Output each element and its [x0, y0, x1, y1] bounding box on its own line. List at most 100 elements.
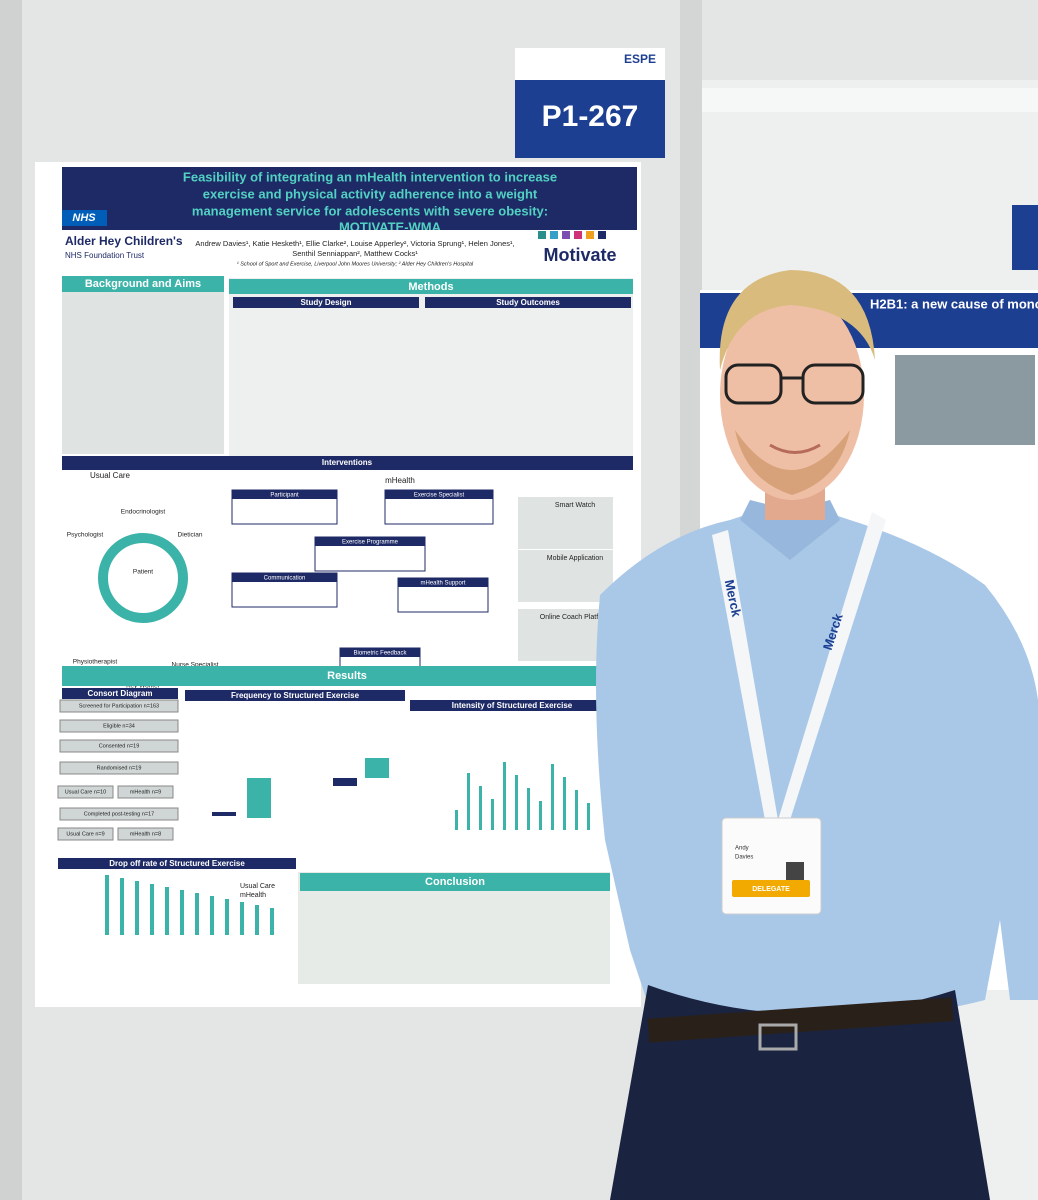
panel [62, 276, 224, 454]
sub-header [233, 297, 419, 308]
consort-box [57, 827, 114, 841]
glasses [801, 363, 865, 405]
chart-bar [503, 762, 506, 830]
consort-box [117, 827, 174, 841]
badge-role: DELEGATE [752, 886, 790, 893]
authors: Senthil Senniappan², Matthew Cocks¹ [292, 249, 418, 258]
sub-header [62, 688, 178, 699]
section-title: Methods [408, 281, 453, 293]
legend: Usual Care [240, 883, 275, 890]
sub-title: Study Outcomes [496, 298, 560, 307]
chart-bar [195, 893, 199, 935]
neighbor-rail [702, 88, 1038, 112]
pole [0, 0, 22, 1200]
logo-square [550, 231, 558, 239]
lanyard [712, 530, 778, 820]
care-role: Patient [133, 569, 153, 576]
chart-bar [240, 902, 244, 935]
consort-step: mHealth n=9 [130, 789, 161, 795]
section-header [62, 456, 633, 470]
side-box [518, 550, 613, 602]
badge-name: Davies [735, 855, 753, 861]
side-box-title: Mobile Application [547, 555, 604, 562]
flow-box-header [340, 648, 420, 657]
belt [647, 997, 954, 1043]
side-box-title: Smart Watch [555, 502, 595, 509]
chart-bar [165, 887, 169, 935]
chart-bar [563, 777, 566, 830]
chart-bar [467, 773, 470, 830]
chart-bar [120, 878, 124, 935]
logo-square [586, 231, 594, 239]
consort-step: mHealth n=8 [130, 831, 161, 837]
chart-bar [212, 812, 236, 816]
sub-header [185, 690, 405, 701]
poster-title: management service for adolescents with … [192, 203, 548, 218]
consort-step: Eligible n=34 [103, 723, 135, 729]
care-ring [98, 533, 188, 623]
sub-title: Intensity of Structured Exercise [452, 701, 573, 710]
trust: NHS Foundation Trust [65, 251, 145, 260]
nhs: NHS [72, 212, 96, 224]
sub-header [425, 297, 631, 308]
consort-box [57, 785, 114, 799]
hospital: Alder Hey Children's [65, 234, 183, 248]
section-title: Interventions [322, 458, 373, 467]
trousers [610, 985, 990, 1200]
chart-bar [255, 905, 259, 935]
chart-bar [210, 896, 214, 935]
section-header [62, 276, 224, 292]
neighbor-sign [1012, 205, 1038, 270]
logo-square [562, 231, 570, 239]
flow-box-header [232, 490, 337, 499]
chart-bar [527, 788, 530, 830]
logo-square [538, 231, 546, 239]
consort-box [59, 699, 179, 713]
chart-bar [575, 790, 578, 830]
consort-step: Usual Care n=10 [65, 789, 106, 795]
hair [719, 270, 875, 370]
consort-step: Usual Care n=9 [66, 831, 104, 837]
poster-title: Feasibility of integrating an mHealth in… [183, 169, 557, 184]
sub-header [58, 858, 296, 869]
consort-box [59, 719, 179, 733]
smile [769, 443, 821, 454]
section-title: Background and Aims [85, 278, 201, 290]
flow-box-title: Exercise Programme [342, 540, 399, 546]
title-banner [62, 167, 637, 230]
consort-step: Screened for Participation n=163 [79, 703, 159, 709]
consort-step: Consented n=19 [99, 743, 140, 749]
flow-box-title: mHealth Support [420, 581, 465, 587]
consort-step: Completed post-testing n=17 [84, 811, 154, 817]
chart-bar [105, 875, 109, 935]
flow-box-header [315, 537, 425, 546]
legend: mHealth [240, 892, 266, 899]
beard [735, 430, 850, 495]
chart-bar [455, 810, 458, 830]
logo-square [598, 231, 606, 239]
neighbor-title: H2B1: a new cause of monogenic obesity [870, 296, 1038, 311]
side-box-title: Online Coach Platform [540, 614, 611, 621]
sub-title: Usual Care [90, 471, 131, 480]
qr-code [786, 862, 804, 880]
flow-box-title: Communication [264, 576, 306, 582]
sub-title: Drop off rate of Structured Exercise [109, 859, 245, 868]
flow-box-header [398, 578, 488, 587]
chart-bar [551, 764, 554, 830]
glasses [724, 363, 783, 405]
affiliations: ¹ School of Sport and Exercise, Liverpoo… [237, 261, 474, 267]
nhs-logo [62, 210, 107, 226]
sub-header [410, 700, 613, 711]
chart-bar [270, 908, 274, 935]
care-role: Nurse Specialist [172, 662, 219, 669]
section-title: Conclusion [425, 876, 485, 888]
care-role: Endocrinologist [121, 509, 166, 516]
chart-bar [491, 799, 494, 830]
chart-bar [333, 778, 357, 786]
panel [62, 472, 222, 662]
flow-box-header [232, 573, 337, 582]
badge-role-bg [732, 880, 810, 897]
section-header [229, 279, 633, 294]
